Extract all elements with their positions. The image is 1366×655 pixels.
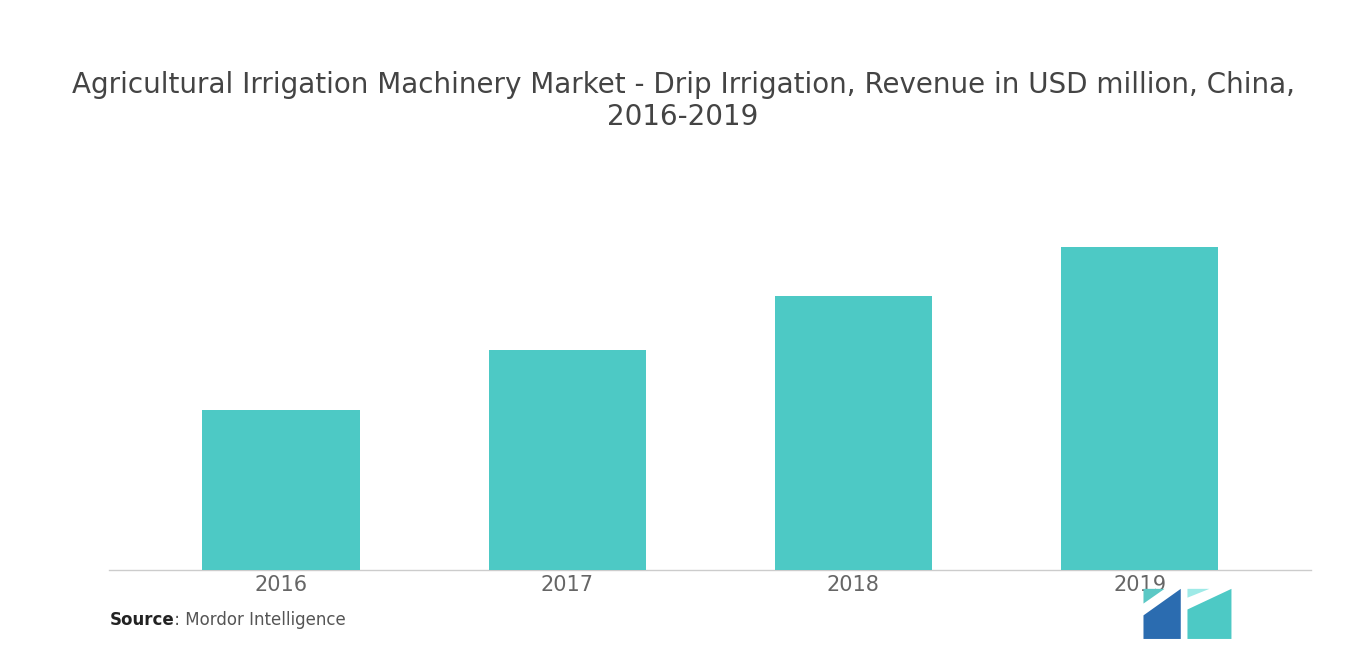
Bar	[489, 350, 646, 570]
Polygon shape	[1187, 589, 1232, 639]
Polygon shape	[1143, 589, 1164, 604]
Polygon shape	[1187, 589, 1209, 597]
Text: : Mordor Intelligence: : Mordor Intelligence	[169, 611, 346, 629]
Bar	[202, 410, 359, 570]
Polygon shape	[1143, 589, 1180, 639]
Bar	[1061, 247, 1218, 570]
Text: Agricultural Irrigation Machinery Market - Drip Irrigation, Revenue in USD milli: Agricultural Irrigation Machinery Market…	[71, 71, 1295, 131]
Bar	[775, 296, 932, 570]
Text: Source: Source	[109, 611, 173, 629]
